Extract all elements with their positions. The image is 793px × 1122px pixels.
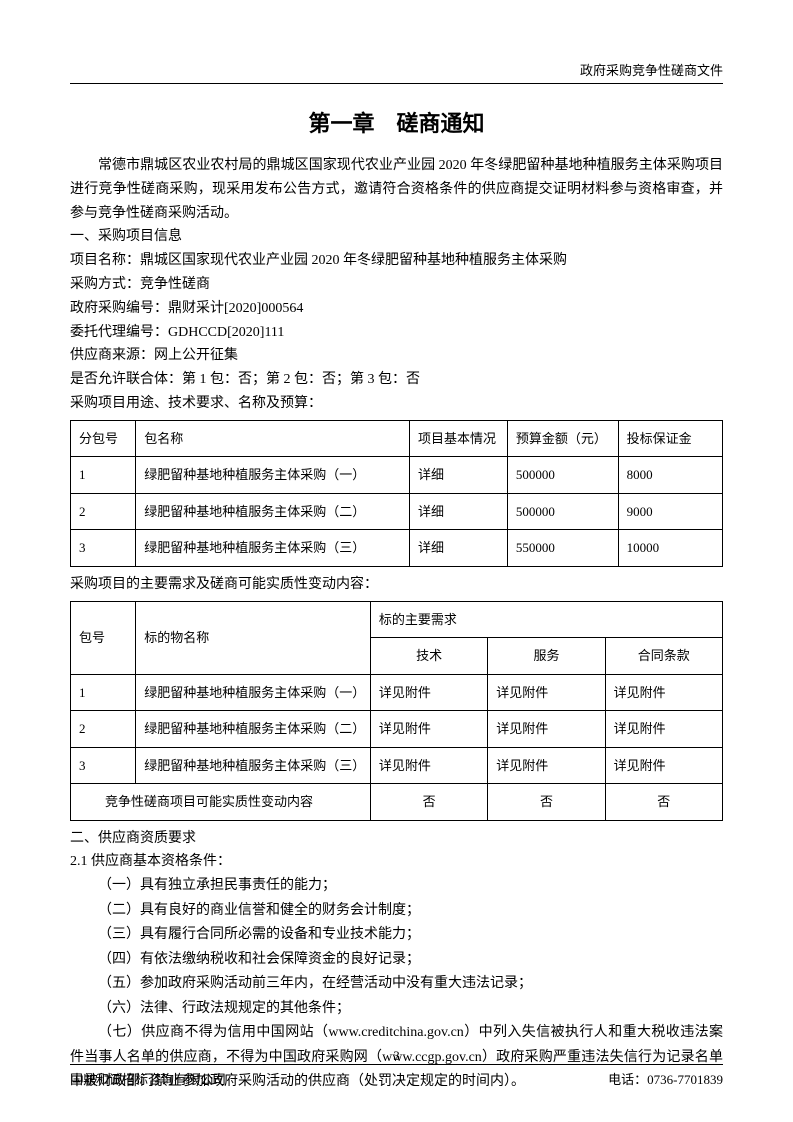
footer-company: 国鼎和诚招标咨询有限公司 <box>70 1069 226 1088</box>
qualification-item: （六）法律、行政法规规定的其他条件； <box>70 997 723 1022</box>
cell: 否 <box>605 784 722 821</box>
cell: 详见附件 <box>488 747 605 784</box>
header-doc-type: 政府采购竞争性磋商文件 <box>70 60 723 79</box>
chapter-title: 第一章 磋商通知 <box>70 106 723 138</box>
footer-phone-value: 0736-7701839 <box>647 1072 723 1087</box>
cell: 绿肥留种基地种植服务主体采购（三） <box>136 747 371 784</box>
cell: 详见附件 <box>605 674 722 711</box>
budget-table: 分包号 包名称 项目基本情况 预算金额（元） 投标保证金 1 绿肥留种基地种植服… <box>70 420 723 567</box>
source-line: 供应商来源：网上公开征集 <box>70 344 723 368</box>
table-row: 2 绿肥留种基地种植服务主体采购（二） 详细 500000 9000 <box>71 493 723 530</box>
intro-paragraph: 常德市鼎城区农业农村局的鼎城区国家现代农业产业园 2020 年冬绿肥留种基地种植… <box>70 154 723 225</box>
cell: 500000 <box>507 493 618 530</box>
section-1-heading: 一、采购项目信息 <box>70 225 723 249</box>
cell: 绿肥留种基地种植服务主体采购（二） <box>136 493 410 530</box>
agent-code-label: 委托代理编号： <box>70 325 168 340</box>
qualification-item: （一）具有独立承担民事责任的能力； <box>70 874 723 899</box>
cell: 详细 <box>410 457 508 494</box>
gov-code-label: 政府采购编号： <box>70 301 168 316</box>
th-contract: 合同条款 <box>605 638 722 675</box>
footer-phone: 电话：0736-7701839 <box>608 1069 723 1088</box>
union-label: 是否允许联合体： <box>70 372 182 387</box>
gov-code-value: 鼎财采计[2020]000564 <box>168 301 303 316</box>
table-header-row: 分包号 包名称 项目基本情况 预算金额（元） 投标保证金 <box>71 420 723 457</box>
agent-code-value: GDHCCD[2020]111 <box>168 325 284 340</box>
cell: 详见附件 <box>605 747 722 784</box>
cell: 8000 <box>618 457 722 494</box>
cell: 绿肥留种基地种植服务主体采购（一） <box>136 457 410 494</box>
cell: 详见附件 <box>605 711 722 748</box>
cell: 详见附件 <box>370 747 487 784</box>
cell: 详见附件 <box>370 711 487 748</box>
cell: 2 <box>71 711 136 748</box>
qualification-item: （三）具有履行合同所必需的设备和专业技术能力； <box>70 923 723 948</box>
project-name-value: 鼎城区国家现代农业产业园 2020 年冬绿肥留种基地种植服务主体采购 <box>140 253 567 268</box>
union-line: 是否允许联合体：第 1 包：否；第 2 包：否；第 3 包：否 <box>70 368 723 392</box>
cell: 绿肥留种基地种植服务主体采购（三） <box>136 530 410 567</box>
th-tech: 技术 <box>370 638 487 675</box>
table-row: 1 绿肥留种基地种植服务主体采购（一） 详细 500000 8000 <box>71 457 723 494</box>
agent-code-line: 委托代理编号：GDHCCD[2020]111 <box>70 321 723 345</box>
footer: 国鼎和诚招标咨询有限公司 电话：0736-7701839 <box>70 1064 723 1088</box>
th-pkg-no: 分包号 <box>71 420 136 457</box>
table-row: 2 绿肥留种基地种植服务主体采购（二） 详见附件 详见附件 详见附件 <box>71 711 723 748</box>
th-deposit: 投标保证金 <box>618 420 722 457</box>
qualification-item: （四）有依法缴纳税收和社会保障资金的良好记录； <box>70 948 723 973</box>
th-pkg-name: 包名称 <box>136 420 410 457</box>
table-row-last: 竞争性磋商项目可能实质性变动内容 否 否 否 <box>71 784 723 821</box>
cell: 10000 <box>618 530 722 567</box>
method-value: 竞争性磋商 <box>140 277 210 292</box>
use-label-line: 采购项目用途、技术要求、名称及预算： <box>70 392 723 416</box>
cell: 500000 <box>507 457 618 494</box>
requirement-table: 包号 标的物名称 标的主要需求 技术 服务 合同条款 1 绿肥留种基地种植服务主… <box>70 601 723 821</box>
cell: 绿肥留种基地种植服务主体采购（一） <box>136 674 371 711</box>
cell: 1 <box>71 674 136 711</box>
th-subject-name: 标的物名称 <box>136 601 371 674</box>
method-label: 采购方式： <box>70 277 140 292</box>
cell: 详见附件 <box>370 674 487 711</box>
gov-code-line: 政府采购编号：鼎财采计[2020]000564 <box>70 297 723 321</box>
th-pkg-no: 包号 <box>71 601 136 674</box>
footer-phone-label: 电话： <box>608 1072 647 1087</box>
header-rule <box>70 83 723 84</box>
table-row: 3 绿肥留种基地种植服务主体采购（三） 详细 550000 10000 <box>71 530 723 567</box>
method-line: 采购方式：竞争性磋商 <box>70 273 723 297</box>
cell: 详见附件 <box>488 674 605 711</box>
cell: 550000 <box>507 530 618 567</box>
qualification-item: （二）具有良好的商业信誉和健全的财务会计制度； <box>70 899 723 924</box>
page-number: 3 <box>0 1048 793 1064</box>
th-main-req: 标的主要需求 <box>370 601 722 638</box>
section-2-heading: 二、供应商资质要求 <box>70 827 723 851</box>
footer-rule <box>70 1064 723 1065</box>
cell: 详细 <box>410 493 508 530</box>
section-2-sub: 2.1 供应商基本资格条件： <box>70 850 723 874</box>
source-label: 供应商来源： <box>70 348 154 363</box>
table-row: 3 绿肥留种基地种植服务主体采购（三） 详见附件 详见附件 详见附件 <box>71 747 723 784</box>
cell: 详见附件 <box>488 711 605 748</box>
project-name-label: 项目名称： <box>70 253 140 268</box>
th-service: 服务 <box>488 638 605 675</box>
table-row: 1 绿肥留种基地种植服务主体采购（一） 详见附件 详见附件 详见附件 <box>71 674 723 711</box>
th-basic: 项目基本情况 <box>410 420 508 457</box>
cell: 2 <box>71 493 136 530</box>
cell: 9000 <box>618 493 722 530</box>
cell: 1 <box>71 457 136 494</box>
cell: 否 <box>488 784 605 821</box>
cell: 3 <box>71 530 136 567</box>
cell: 3 <box>71 747 136 784</box>
cell-last-label: 竞争性磋商项目可能实质性变动内容 <box>71 784 371 821</box>
qualification-item: （五）参加政府采购活动前三年内，在经营活动中没有重大违法记录； <box>70 972 723 997</box>
project-name-line: 项目名称：鼎城区国家现代农业产业园 2020 年冬绿肥留种基地种植服务主体采购 <box>70 249 723 273</box>
source-value: 网上公开征集 <box>154 348 238 363</box>
cell: 绿肥留种基地种植服务主体采购（二） <box>136 711 371 748</box>
th-budget: 预算金额（元） <box>507 420 618 457</box>
cell: 详细 <box>410 530 508 567</box>
between-tables-label: 采购项目的主要需求及磋商可能实质性变动内容： <box>70 573 723 597</box>
cell: 否 <box>370 784 487 821</box>
union-value: 第 1 包：否；第 2 包：否；第 3 包：否 <box>182 372 420 387</box>
table-header-row-1: 包号 标的物名称 标的主要需求 <box>71 601 723 638</box>
